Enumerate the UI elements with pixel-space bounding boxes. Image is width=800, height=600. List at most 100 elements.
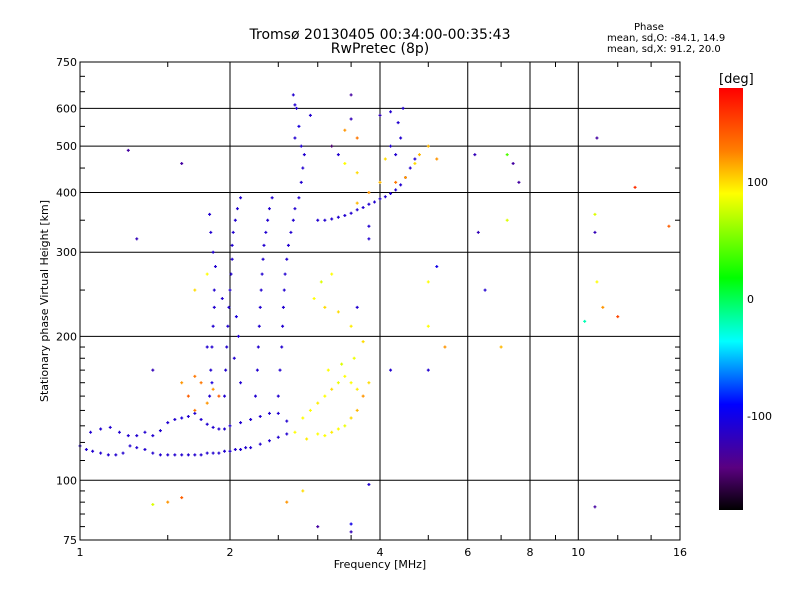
phase-stats-x-mode: mean, sd,X: 91.2, 20.0 [607, 44, 721, 55]
data-point [253, 394, 257, 398]
data-point [476, 230, 480, 234]
data-point [249, 418, 253, 422]
data-point [355, 408, 359, 412]
data-point [343, 128, 347, 132]
data-point [323, 218, 327, 222]
colorbar-unit-label: [deg] [719, 72, 754, 87]
data-point [180, 496, 184, 500]
data-point [126, 434, 130, 438]
data-point [330, 430, 334, 434]
data-point [505, 218, 509, 222]
data-point [255, 368, 259, 372]
data-point [117, 430, 121, 434]
data-point [231, 230, 235, 234]
data-point [258, 414, 262, 418]
data-point [121, 451, 125, 455]
data-point [173, 453, 177, 457]
data-point [330, 217, 334, 221]
data-point [223, 394, 227, 398]
x-tick-label: 4 [377, 546, 384, 559]
data-point [257, 324, 261, 328]
data-point [211, 451, 215, 455]
data-point [299, 180, 303, 184]
data-point [205, 451, 209, 455]
data-point [355, 201, 359, 205]
data-point [278, 368, 282, 372]
data-point [151, 451, 155, 455]
data-point [355, 171, 359, 175]
data-point [297, 124, 301, 128]
data-point [349, 117, 353, 121]
data-point [483, 288, 487, 292]
data-point [193, 408, 197, 412]
data-point [473, 153, 477, 157]
data-point [616, 315, 620, 319]
data-point [91, 449, 95, 453]
data-point [293, 103, 297, 107]
plot-frame [79, 61, 681, 541]
data-point [435, 157, 439, 161]
data-point [276, 394, 280, 398]
data-point [151, 502, 155, 506]
x-tick-label: 8 [527, 546, 534, 559]
data-point [517, 180, 521, 184]
data-point [212, 288, 216, 292]
data-point [213, 265, 217, 269]
data-point [301, 416, 305, 420]
y-tick-label: 750 [56, 56, 77, 69]
data-point [413, 161, 417, 165]
colorbar-tick-label: 0 [747, 293, 754, 306]
data-point [217, 451, 221, 455]
data-point [199, 453, 203, 457]
data-point [235, 207, 239, 211]
data-point [166, 421, 170, 425]
data-point [186, 453, 190, 457]
data-point [336, 310, 340, 314]
data-point [316, 432, 320, 436]
data-point [158, 429, 162, 433]
data-point [173, 418, 177, 422]
data-point [301, 489, 305, 493]
data-point [426, 324, 430, 328]
data-point [276, 435, 280, 439]
data-point [396, 121, 400, 125]
data-point [210, 345, 214, 349]
data-point [261, 257, 265, 261]
colorbar-gradient [719, 88, 743, 510]
data-point [282, 288, 286, 292]
y-tick-label: 75 [63, 534, 77, 547]
data-point [417, 153, 421, 157]
data-point [128, 444, 132, 448]
data-point [595, 136, 599, 140]
data-point [383, 195, 387, 199]
data-point [355, 208, 359, 212]
data-point [349, 93, 353, 97]
data-point [193, 374, 197, 378]
data-point [143, 447, 147, 451]
data-point [239, 447, 243, 451]
data-point [593, 212, 597, 216]
data-point [267, 411, 271, 415]
data-point [299, 144, 303, 148]
data-point [367, 224, 371, 228]
data-point [270, 196, 274, 200]
data-point [258, 305, 262, 309]
data-point [291, 218, 295, 222]
grid [80, 62, 680, 540]
data-point [367, 482, 371, 486]
data-point [281, 305, 285, 309]
data-point [211, 387, 215, 391]
data-point [180, 161, 184, 165]
data-point [285, 419, 289, 423]
data-point [302, 153, 306, 157]
data-point [316, 218, 320, 222]
data-point [401, 106, 405, 110]
x-tick-label: 16 [673, 546, 687, 559]
data-point [367, 381, 371, 385]
data-point [349, 211, 353, 215]
data-point [208, 394, 212, 398]
data-point [343, 424, 347, 428]
data-point [308, 408, 312, 412]
data-point [158, 453, 162, 457]
data-point [224, 368, 228, 372]
